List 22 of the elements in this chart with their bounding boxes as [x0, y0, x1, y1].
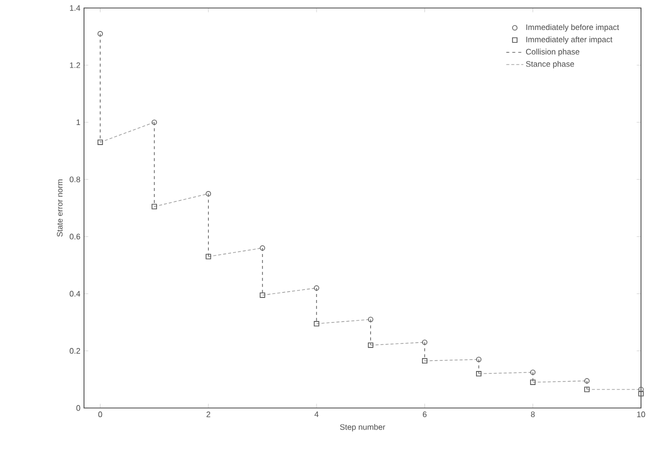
point	[260, 245, 266, 251]
point	[368, 342, 374, 348]
point	[368, 316, 374, 322]
point	[206, 254, 212, 260]
point	[422, 358, 428, 364]
point	[584, 386, 590, 392]
point	[314, 285, 320, 291]
point	[152, 204, 157, 210]
point	[206, 191, 212, 196]
point	[584, 378, 590, 384]
point	[638, 386, 644, 392]
point	[530, 380, 536, 385]
point	[638, 391, 644, 396]
point	[476, 356, 482, 362]
point	[530, 370, 536, 375]
point	[422, 340, 428, 345]
point	[98, 140, 103, 145]
point	[314, 321, 320, 326]
point	[476, 371, 482, 376]
point	[260, 292, 266, 298]
point	[152, 120, 157, 125]
point	[98, 31, 103, 36]
